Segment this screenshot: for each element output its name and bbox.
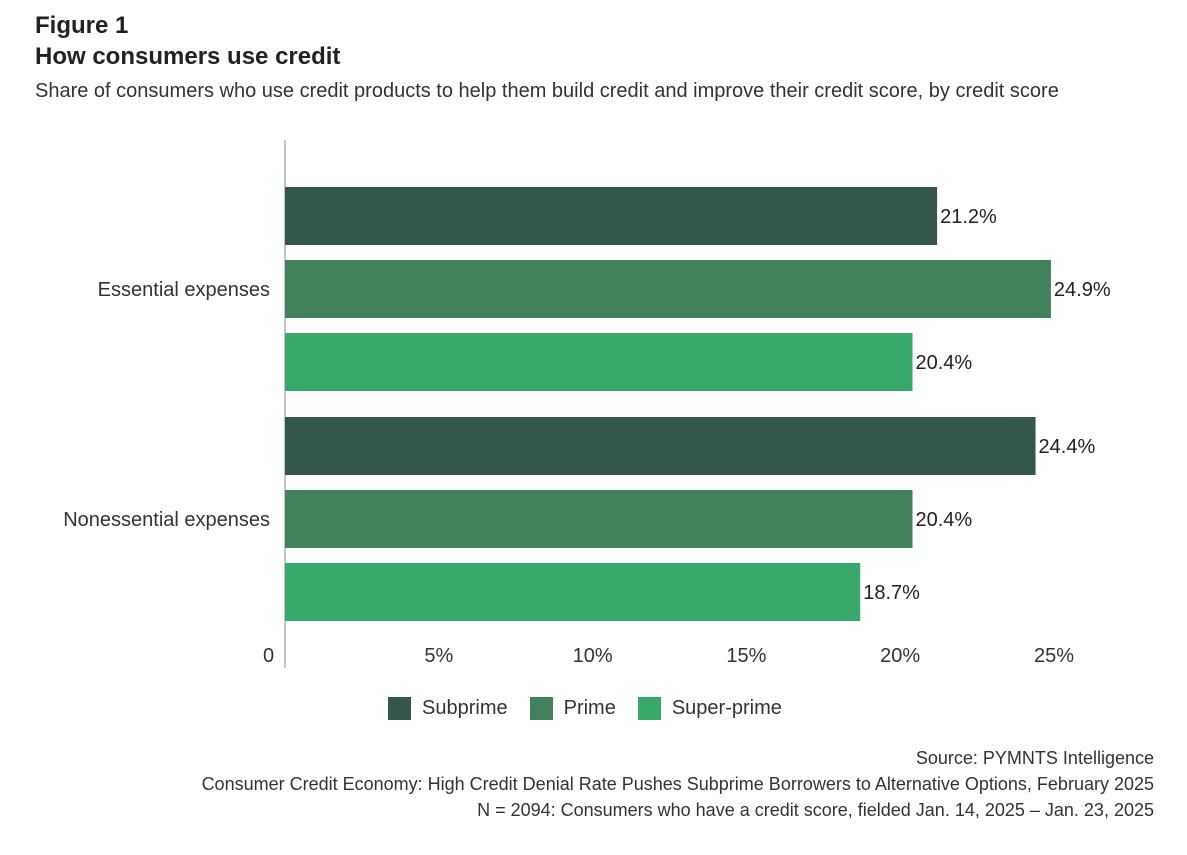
- chart-subtitle: Share of consumers who use credit produc…: [35, 80, 1059, 102]
- x-tick-label: 5%: [424, 645, 453, 667]
- category-label: Nonessential expenses: [63, 509, 270, 531]
- chart-legend: Subprime Prime Super-prime: [388, 697, 804, 720]
- x-tick-label: 10%: [573, 645, 613, 667]
- bar-prime-0: [285, 260, 1051, 318]
- legend-label-super-prime: Super-prime: [671, 697, 782, 719]
- chart-title: How consumers use credit: [35, 43, 341, 70]
- figure-label: Figure 1: [35, 12, 129, 39]
- report-line: Consumer Credit Economy: High Credit Den…: [201, 774, 1154, 794]
- legend-swatch-super-prime: [637, 697, 661, 720]
- bar-subprime-0: [285, 187, 938, 245]
- legend-label-subprime: Subprime: [422, 697, 508, 719]
- x-tick-label: 15%: [726, 645, 766, 667]
- bar-subprime-1: [285, 417, 1036, 475]
- bar-chart: 21.2% 24.9% 20.4% Essential expenses 24.4% 20…: [63, 140, 1111, 668]
- legend-swatch-subprime: [388, 697, 411, 720]
- data-label: 20.4%: [916, 509, 973, 531]
- data-label: 24.4%: [1039, 436, 1096, 458]
- x-tick-label: 0: [263, 645, 274, 667]
- data-label: 21.2%: [940, 206, 997, 228]
- data-label: 18.7%: [863, 582, 920, 604]
- x-tick-label: 20%: [880, 645, 920, 667]
- source-line: Source: PYMNTS Intelligence: [915, 748, 1154, 768]
- source-notes: Source: PYMNTS Intelligence Consumer Cre…: [202, 745, 1154, 823]
- sample-line: N = 2094: Consumers who have a credit sc…: [477, 800, 1154, 820]
- bar-super-prime-0: [285, 333, 913, 391]
- legend-label-prime: Prime: [563, 697, 616, 719]
- x-tick-label: 25%: [1034, 645, 1074, 667]
- data-label: 24.9%: [1054, 279, 1111, 301]
- legend-swatch-prime: [529, 697, 553, 720]
- data-label: 20.4%: [916, 352, 973, 374]
- bar-super-prime-1: [285, 563, 861, 621]
- category-label: Essential expenses: [98, 279, 270, 301]
- legend-item-super-prime: Super-prime: [637, 697, 782, 720]
- legend-item-subprime: Subprime: [388, 697, 508, 720]
- bar-prime-1: [285, 490, 913, 548]
- legend-item-prime: Prime: [529, 697, 616, 720]
